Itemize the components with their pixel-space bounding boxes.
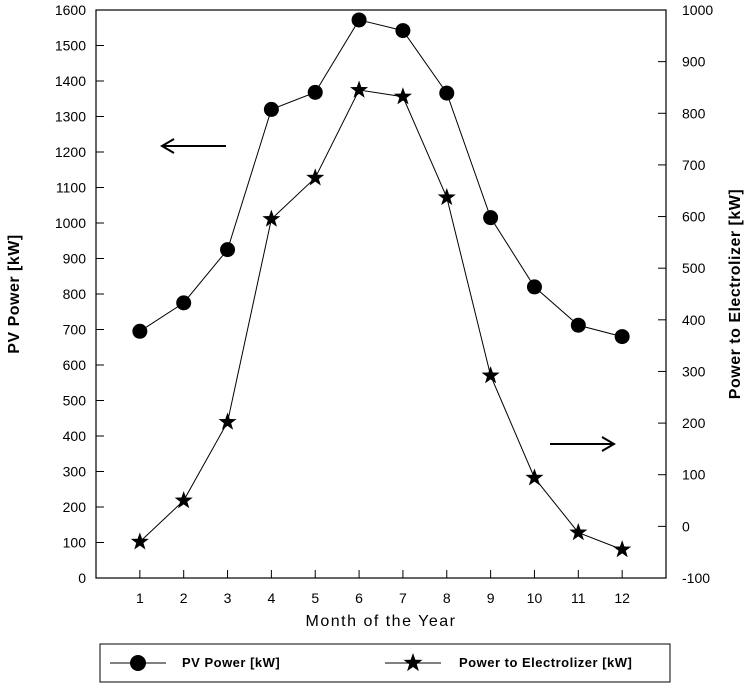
x-axis: 1 2 3 4 5 6 7 8 9 10 11 12 [136, 570, 630, 606]
right-tick-label: 1000 [682, 2, 713, 18]
x-axis-title: Month of the Year [306, 613, 457, 630]
x-tick-label: 3 [224, 590, 232, 606]
left-tick-label: 1200 [55, 144, 86, 160]
legend-label-pv-power: PV Power [kW] [182, 655, 280, 670]
left-tick-label: 1600 [55, 2, 86, 18]
power-to-electrolizer-line [139, 89, 623, 551]
right-tick-label: -100 [682, 570, 710, 586]
legend-label-power-to-electrolizer: Power to Electrolizer [kW] [459, 655, 632, 670]
right-tick-label: 100 [682, 467, 706, 483]
pv-power-point [307, 84, 323, 100]
right-tick-label: 0 [682, 518, 690, 534]
left-tick-label: 200 [63, 499, 87, 515]
pv-power-point [526, 279, 542, 295]
right-tick-label: 900 [682, 54, 706, 70]
left-tick-label: 500 [63, 393, 87, 409]
power-to-electrolizer-point [393, 87, 412, 105]
x-tick-label: 1 [136, 590, 144, 606]
x-tick-label: 9 [487, 590, 495, 606]
power-to-electrolizer-point [174, 491, 193, 509]
right-axis-title: Power to Electrolizer [kW] [727, 189, 744, 399]
pv-power-point [132, 323, 148, 339]
power-to-electrolizer-point [481, 366, 500, 384]
right-arrow-annotation [550, 436, 616, 452]
right-tick-label: 800 [682, 105, 706, 121]
left-tick-label: 300 [63, 464, 87, 480]
x-tick-label: 10 [527, 590, 543, 606]
pv-power-point [483, 210, 499, 226]
left-tick-label: 1300 [55, 109, 86, 125]
x-tick-label: 5 [311, 590, 319, 606]
power-to-electrolizer-point [613, 540, 632, 558]
left-axis: 0 100 200 300 400 500 600 700 800 900 1000 1100 1200… [55, 2, 104, 586]
left-tick-label: 100 [63, 535, 87, 551]
series-layer [130, 12, 632, 558]
legend-box [99, 643, 671, 683]
x-tick-label: 12 [614, 590, 630, 606]
left-tick-label: 600 [63, 357, 87, 373]
pv-power-line [139, 19, 623, 338]
pv-power-point [570, 317, 586, 333]
pv-power-point [220, 242, 236, 258]
right-tick-label: 600 [682, 209, 706, 225]
left-tick-label: 1100 [56, 180, 86, 196]
x-tick-label: 11 [571, 590, 586, 606]
power-to-electrolizer-point [130, 532, 149, 550]
left-axis-title: PV Power [kW] [6, 234, 23, 353]
left-tick-label: 1500 [55, 38, 86, 54]
plot-frame [95, 9, 667, 579]
right-tick-label: 300 [682, 363, 706, 379]
x-tick-label: 6 [355, 590, 363, 606]
right-tick-label: 500 [682, 260, 706, 276]
x-tick-label: 8 [443, 590, 451, 606]
left-tick-label: 1000 [55, 215, 86, 231]
legend: PV Power [kW] Power to Electrolizer [kW] [99, 643, 671, 683]
power-to-electrolizer-point [350, 80, 369, 98]
x-tick-label: 2 [180, 590, 188, 606]
pv-power-point [614, 329, 630, 345]
power-to-electrolizer-point [306, 168, 325, 186]
pv-power-point [263, 101, 279, 117]
right-axis: -100 0 100 200 300 400 500 600 700 800 900 1000 [658, 2, 713, 586]
legend-swatch-power-to-electrolizer-marker [403, 653, 423, 672]
x-tick-label: 4 [267, 590, 275, 606]
pv-power-point [176, 295, 192, 311]
power-to-electrolizer-point [262, 209, 281, 227]
right-tick-label: 700 [682, 157, 706, 173]
power-to-electrolizer-point [525, 468, 544, 486]
pv-power-point [439, 85, 455, 101]
left-tick-label: 800 [63, 286, 87, 302]
left-arrow-annotation [160, 138, 226, 154]
right-tick-label: 400 [682, 312, 706, 328]
legend-swatch-pv-power-marker [130, 655, 146, 671]
left-tick-label: 900 [63, 251, 87, 267]
left-tick-label: 400 [63, 428, 87, 444]
right-tick-label: 200 [682, 415, 706, 431]
power-to-electrolizer-point [569, 523, 588, 541]
x-tick-label: 7 [399, 590, 407, 606]
left-tick-label: 700 [63, 322, 87, 338]
pv-power-point [395, 23, 411, 39]
power-to-electrolizer-point [218, 412, 237, 430]
power-to-electrolizer-point [437, 187, 456, 206]
pv-power-point [351, 12, 367, 28]
left-tick-label: 0 [78, 570, 86, 586]
left-tick-label: 1400 [55, 73, 86, 89]
